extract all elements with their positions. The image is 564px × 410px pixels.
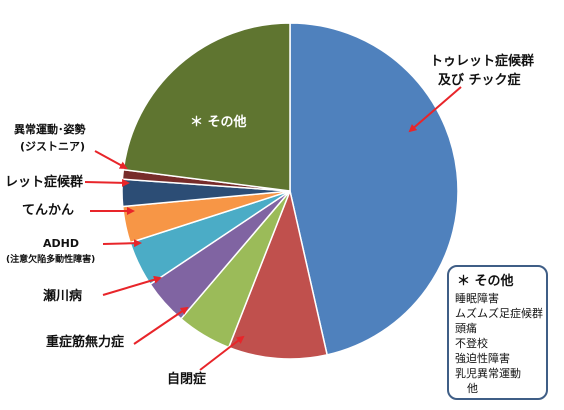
annotation-arrow-1: [199, 335, 245, 371]
annotation-arrow-0: [408, 86, 462, 133]
label-segawa: 瀬川病: [43, 288, 82, 304]
label-dystonia-line1: 異常運動･姿勢: [14, 122, 86, 136]
other-note-item-infant: 乳児異常運動: [455, 367, 521, 380]
other-note-item-ocd: 強迫性障害: [455, 352, 510, 365]
label-rett: レット症候群: [5, 174, 83, 190]
pie-slice-0: [289, 22, 459, 356]
annotation-arrow-6: [84, 178, 130, 187]
label-tourette-line1: トゥレット症候群: [430, 53, 534, 69]
label-adhd-line1: ADHD: [43, 237, 79, 250]
label-tourette-line2: 及び チック症: [438, 72, 521, 88]
label-other-slice: ＊ その他: [190, 114, 247, 130]
other-note-item-headache: 頭痛: [455, 322, 477, 335]
annotation-arrow-3: [102, 275, 162, 296]
label-adhd-line2: (注意欠陥多動性障害): [6, 253, 95, 265]
annotation-arrows: [84, 86, 462, 371]
other-note-item-rls: ムズムズ足症候群: [455, 307, 543, 320]
pie-slice-1: [227, 188, 329, 360]
other-note-item-etc: 他: [467, 382, 478, 395]
annotation-arrow-7: [94, 150, 128, 169]
annotation-arrow-4: [102, 239, 142, 248]
pie-slices: [121, 22, 459, 360]
label-dystonia-line2: (ジストニア): [20, 140, 85, 153]
label-myasthenia: 重症筋無力症: [46, 334, 124, 350]
other-note-item-sleep: 睡眠障害: [455, 292, 499, 305]
other-note-box: ＊ その他 睡眠障害 ムズムズ足症候群 頭痛 不登校 強迫性障害 乳児異常運動 …: [447, 265, 548, 400]
other-note-item-absence: 不登校: [455, 337, 488, 350]
label-autism: 自閉症: [167, 371, 206, 387]
pie-slice-8: [122, 22, 291, 192]
other-note-title: ＊ その他: [457, 274, 514, 289]
annotation-arrow-2: [133, 306, 189, 345]
label-epilepsy: てんかん: [22, 203, 74, 218]
